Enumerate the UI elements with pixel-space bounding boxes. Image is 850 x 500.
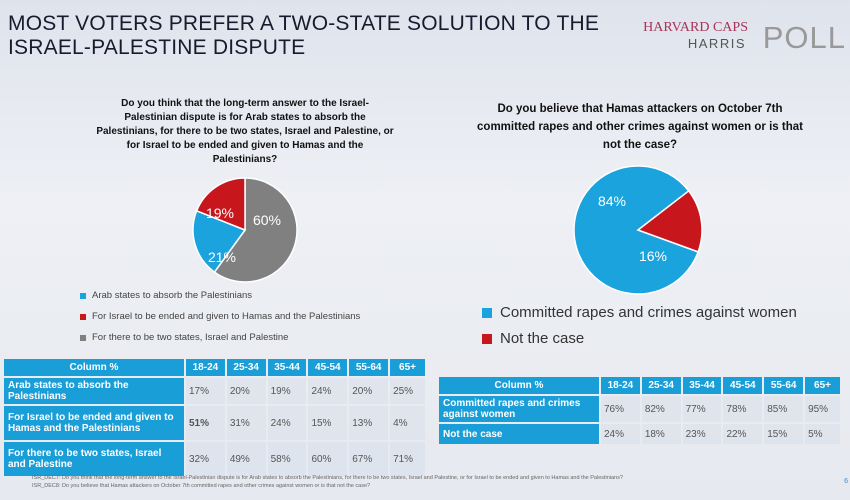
- question-1: Do you think that the long-term answer t…: [96, 98, 394, 165]
- table-cell: 67%: [349, 442, 389, 476]
- legend-item: For Israel to be ended and given to Hama…: [80, 311, 360, 322]
- table-row: Arab states to absorb the Palestinians 17…: [4, 378, 425, 404]
- pie-data-label: 84%: [598, 193, 626, 209]
- logo-line1: HARVARD CAPS: [643, 20, 748, 35]
- legend-label: Arab states to absorb the Palestinians: [92, 290, 253, 301]
- table-cell: 18%: [641, 424, 681, 444]
- column-header: 35-44: [682, 377, 722, 394]
- legend-label: For there to be two states, Israel and P…: [92, 332, 289, 343]
- table-row: For there to be two states, Israel and P…: [4, 442, 425, 476]
- legend-item: Committed rapes and crimes against women: [482, 304, 797, 321]
- row-label: Arab states to absorb the Palestinians: [4, 378, 184, 404]
- pie-chart-2: 84% 16%: [573, 165, 703, 295]
- table-cell: 23%: [682, 424, 722, 444]
- column-header: 45-54: [723, 377, 763, 394]
- footnotes: ISR_DEC7: Do you think that the long-ter…: [32, 474, 832, 490]
- table-cell: 51%: [186, 406, 225, 440]
- table-cell: 13%: [349, 406, 389, 440]
- column-header: 65+: [390, 359, 425, 376]
- column-header: 55-64: [764, 377, 804, 394]
- table-cell: 5%: [805, 424, 840, 444]
- legend-swatch: [80, 313, 86, 320]
- table-cell: 49%: [226, 442, 266, 476]
- footnote-1: ISR_DEC7: Do you think that the long-ter…: [32, 475, 623, 481]
- legend-swatch: [80, 292, 86, 299]
- table-cell: 20%: [226, 378, 266, 404]
- column-header: 25-34: [641, 377, 681, 394]
- row-label: For Israel to be ended and given to Hama…: [4, 406, 184, 440]
- legend-label: Committed rapes and crimes against women: [500, 304, 797, 321]
- table-row: For Israel to be ended and given to Hama…: [4, 406, 425, 440]
- table-cell: 71%: [390, 442, 425, 476]
- legend-swatch: [80, 334, 86, 341]
- table-cell: 82%: [641, 396, 681, 422]
- page-title: MOST VOTERS PREFER A TWO-STATE SOLUTION …: [8, 12, 600, 59]
- legend-item: Not the case: [482, 330, 584, 347]
- table-cell: 20%: [349, 378, 389, 404]
- pie-data-label: 60%: [253, 212, 281, 228]
- row-label: Committed rapes and crimes against women: [439, 396, 599, 422]
- table-cell: 19%: [267, 378, 307, 404]
- column-header: 35-44: [267, 359, 307, 376]
- table-cell: 17%: [186, 378, 225, 404]
- question-2: Do you believe that Hamas attackers on O…: [477, 103, 803, 151]
- table-cell: 60%: [308, 442, 348, 476]
- column-header: 18-24: [601, 377, 640, 394]
- legend-swatch: [482, 333, 492, 344]
- legend-swatch: [482, 307, 492, 318]
- table-cell: 85%: [764, 396, 804, 422]
- logo-line3: POLL: [762, 20, 846, 55]
- pie-chart-1: 60% 21% 19%: [192, 177, 298, 283]
- pie-slice: [573, 165, 700, 295]
- page-number: 6: [844, 478, 848, 485]
- row-label: For there to be two states, Israel and P…: [4, 442, 184, 476]
- table-cell: 24%: [308, 378, 348, 404]
- legend-label: Not the case: [500, 330, 585, 347]
- pie-data-label: 19%: [206, 205, 234, 221]
- age-table-1: Column % 18-24 25-34 35-44 45-54 55-64 65+ Arab…: [2, 357, 427, 478]
- pie-slice: [636, 189, 703, 253]
- table-cell: 24%: [267, 406, 307, 440]
- footnote-2: ISR_DEC8: Do you believe that Hamas atta…: [32, 483, 371, 489]
- table-cell: 31%: [226, 406, 266, 440]
- logo-line2: HARRIS: [687, 36, 746, 51]
- pie-data-label: 21%: [208, 249, 236, 265]
- table-cell: 15%: [308, 406, 348, 440]
- table-header-row: Column % 18-24 25-34 35-44 45-54 55-64 65+: [439, 377, 840, 394]
- column-header: Column %: [439, 377, 599, 394]
- table-cell: 95%: [805, 396, 840, 422]
- table-cell: 77%: [682, 396, 722, 422]
- legend-item: For there to be two states, Israel and P…: [80, 332, 288, 343]
- table-cell: 76%: [601, 396, 640, 422]
- legend-label: For Israel to be ended and given to Hama…: [92, 311, 361, 322]
- table-cell: 32%: [186, 442, 225, 476]
- column-header: 18-24: [186, 359, 225, 376]
- legend-item: Arab states to absorb the Palestinians: [80, 290, 252, 301]
- table-header-row: Column % 18-24 25-34 35-44 45-54 55-64 65+: [4, 359, 425, 376]
- table-cell: 58%: [267, 442, 307, 476]
- table-row: Committed rapes and crimes against women…: [439, 396, 840, 422]
- column-header: 45-54: [308, 359, 348, 376]
- table-cell: 15%: [764, 424, 804, 444]
- table-cell: 4%: [390, 406, 425, 440]
- row-label: Not the case: [439, 424, 599, 444]
- age-table-2: Column % 18-24 25-34 35-44 45-54 55-64 65+ Comm…: [437, 375, 842, 446]
- pie-slice: [195, 177, 246, 232]
- column-header: 65+: [805, 377, 840, 394]
- pie-slice: [213, 177, 298, 283]
- pie-data-label: 16%: [639, 248, 667, 264]
- column-header: Column %: [4, 359, 184, 376]
- column-header: 55-64: [349, 359, 389, 376]
- column-header: 25-34: [226, 359, 266, 376]
- table-cell: 78%: [723, 396, 763, 422]
- table-cell: 22%: [723, 424, 763, 444]
- table-row: Not the case 24% 18% 23% 22% 15% 5%: [439, 424, 840, 444]
- pie-slice: [192, 209, 247, 274]
- table-cell: 25%: [390, 378, 425, 404]
- table-cell: 24%: [601, 424, 640, 444]
